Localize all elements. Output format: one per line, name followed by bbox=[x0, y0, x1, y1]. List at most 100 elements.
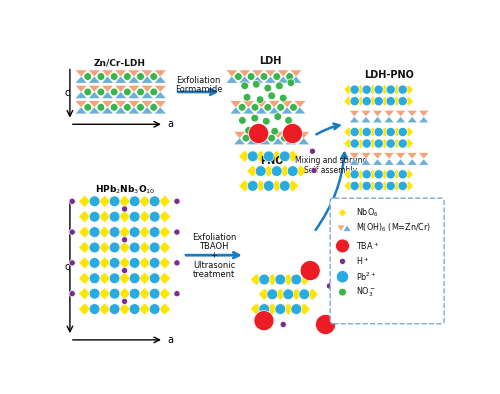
Circle shape bbox=[150, 88, 158, 96]
Circle shape bbox=[291, 274, 302, 285]
Circle shape bbox=[110, 88, 118, 96]
Circle shape bbox=[84, 104, 92, 111]
Circle shape bbox=[149, 211, 160, 222]
Polygon shape bbox=[78, 303, 90, 315]
Polygon shape bbox=[268, 107, 280, 114]
Polygon shape bbox=[404, 85, 413, 95]
Circle shape bbox=[287, 79, 295, 87]
Circle shape bbox=[316, 314, 336, 335]
Polygon shape bbox=[138, 195, 151, 207]
Circle shape bbox=[398, 85, 407, 94]
Polygon shape bbox=[98, 303, 110, 315]
Polygon shape bbox=[396, 117, 406, 123]
Polygon shape bbox=[344, 96, 353, 106]
Circle shape bbox=[271, 127, 278, 135]
Polygon shape bbox=[88, 101, 101, 108]
Polygon shape bbox=[361, 117, 371, 123]
Polygon shape bbox=[266, 303, 278, 315]
Polygon shape bbox=[260, 138, 271, 145]
Circle shape bbox=[275, 304, 285, 314]
Text: HPb$_2$Nb$_3$O$_{10}$: HPb$_2$Nb$_3$O$_{10}$ bbox=[95, 184, 156, 196]
Polygon shape bbox=[278, 76, 289, 83]
Polygon shape bbox=[407, 159, 418, 165]
Polygon shape bbox=[128, 107, 140, 114]
Polygon shape bbox=[384, 159, 394, 165]
Text: PNO: PNO bbox=[260, 156, 283, 166]
Polygon shape bbox=[158, 303, 171, 315]
Polygon shape bbox=[344, 225, 351, 231]
Polygon shape bbox=[392, 169, 402, 179]
Polygon shape bbox=[102, 91, 114, 98]
Circle shape bbox=[109, 242, 120, 253]
Polygon shape bbox=[344, 127, 353, 137]
Circle shape bbox=[362, 181, 372, 191]
Circle shape bbox=[174, 291, 180, 297]
Polygon shape bbox=[234, 138, 245, 145]
Polygon shape bbox=[234, 132, 245, 139]
Polygon shape bbox=[98, 210, 110, 223]
Polygon shape bbox=[138, 272, 151, 284]
Polygon shape bbox=[226, 76, 237, 83]
Polygon shape bbox=[290, 288, 302, 301]
Circle shape bbox=[124, 72, 131, 80]
Polygon shape bbox=[154, 85, 166, 92]
Circle shape bbox=[122, 298, 128, 305]
Circle shape bbox=[286, 72, 294, 80]
Polygon shape bbox=[384, 110, 394, 117]
Circle shape bbox=[109, 227, 120, 238]
Polygon shape bbox=[158, 210, 171, 223]
Polygon shape bbox=[306, 288, 318, 301]
Polygon shape bbox=[272, 138, 284, 145]
Circle shape bbox=[252, 80, 260, 88]
Polygon shape bbox=[138, 288, 151, 300]
Polygon shape bbox=[298, 138, 310, 145]
Polygon shape bbox=[380, 181, 390, 191]
Polygon shape bbox=[396, 159, 406, 165]
Circle shape bbox=[311, 167, 317, 174]
Polygon shape bbox=[118, 272, 130, 284]
Polygon shape bbox=[294, 101, 306, 108]
Polygon shape bbox=[392, 181, 402, 191]
Polygon shape bbox=[102, 76, 114, 83]
Text: Pb$^{2+}$: Pb$^{2+}$ bbox=[356, 271, 377, 283]
Text: a: a bbox=[167, 119, 173, 129]
Polygon shape bbox=[246, 165, 259, 177]
Polygon shape bbox=[256, 101, 267, 108]
Circle shape bbox=[264, 151, 274, 162]
Polygon shape bbox=[380, 85, 390, 95]
Polygon shape bbox=[350, 117, 360, 123]
Circle shape bbox=[89, 304, 100, 314]
Circle shape bbox=[149, 273, 160, 284]
Circle shape bbox=[251, 114, 258, 122]
Polygon shape bbox=[372, 110, 382, 117]
Circle shape bbox=[242, 134, 250, 142]
Polygon shape bbox=[141, 91, 153, 98]
Polygon shape bbox=[158, 288, 171, 300]
Circle shape bbox=[149, 196, 160, 207]
Polygon shape bbox=[88, 85, 101, 92]
Polygon shape bbox=[356, 139, 366, 149]
Polygon shape bbox=[88, 70, 101, 77]
Circle shape bbox=[386, 97, 396, 106]
Polygon shape bbox=[118, 241, 130, 254]
Circle shape bbox=[136, 104, 144, 111]
Circle shape bbox=[150, 72, 158, 80]
Polygon shape bbox=[278, 70, 289, 77]
Circle shape bbox=[362, 170, 372, 179]
Polygon shape bbox=[282, 303, 294, 315]
Polygon shape bbox=[154, 107, 166, 114]
Circle shape bbox=[362, 127, 372, 137]
Circle shape bbox=[69, 260, 75, 266]
Circle shape bbox=[174, 260, 180, 266]
Circle shape bbox=[276, 82, 283, 89]
Polygon shape bbox=[338, 208, 346, 217]
Circle shape bbox=[149, 304, 160, 314]
Circle shape bbox=[350, 139, 360, 148]
Polygon shape bbox=[154, 76, 166, 83]
Polygon shape bbox=[368, 85, 378, 95]
Circle shape bbox=[110, 104, 118, 111]
Polygon shape bbox=[102, 70, 114, 77]
Circle shape bbox=[129, 196, 140, 207]
Polygon shape bbox=[254, 180, 267, 192]
Polygon shape bbox=[298, 303, 310, 315]
